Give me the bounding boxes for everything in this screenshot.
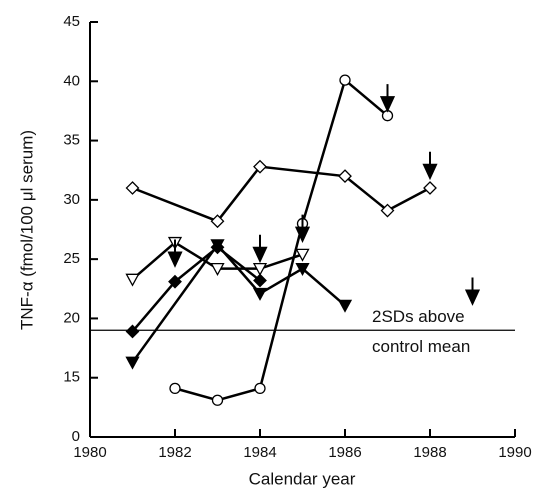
series-line (131, 245, 261, 333)
y-tick-label: 35 (63, 132, 80, 149)
marker (125, 324, 140, 339)
marker (125, 356, 140, 370)
x-tick-label: 1982 (158, 444, 191, 461)
marker (168, 274, 182, 289)
y-tick-label: 15 (63, 369, 80, 386)
y-tick-label: 0 (72, 428, 80, 445)
arrow (294, 214, 311, 244)
y-tick-label: 25 (63, 250, 80, 267)
marker (337, 299, 353, 313)
marker (423, 181, 437, 195)
marker (254, 382, 266, 395)
y-axis-title: TNF-α (fmol/100 μl serum) (17, 130, 36, 330)
marker (252, 262, 268, 276)
y-tick-label: 20 (63, 309, 80, 326)
x-tick-label: 1980 (73, 444, 106, 461)
x-axis-title: Calendar year (249, 469, 356, 488)
arrow (167, 239, 183, 268)
series-line (132, 165, 431, 223)
marker (211, 394, 224, 406)
arrow (422, 151, 438, 181)
marker (210, 240, 225, 255)
x-tick-label: 1990 (498, 444, 531, 461)
marker (253, 273, 267, 288)
x-tick-label: 1988 (413, 444, 446, 461)
marker (295, 262, 310, 276)
marker (125, 181, 140, 195)
marker (210, 262, 225, 276)
annotation: 2SDs above (372, 307, 465, 326)
series-line (174, 77, 389, 402)
marker (339, 74, 351, 86)
y-tick-label: 30 (63, 191, 80, 208)
marker (125, 273, 140, 287)
marker (295, 248, 310, 262)
x-tick-label: 1984 (243, 444, 276, 461)
arrow (464, 277, 481, 306)
marker (252, 287, 268, 301)
marker (338, 169, 352, 184)
marker (169, 382, 181, 395)
annotation: control mean (372, 337, 470, 356)
arrow (252, 234, 268, 264)
y-tick-label: 45 (63, 13, 80, 30)
arrow (379, 84, 396, 113)
x-tick-label: 1986 (328, 444, 361, 461)
marker (253, 159, 267, 174)
marker (380, 203, 395, 218)
marker (210, 214, 225, 229)
y-tick-label: 40 (63, 72, 80, 89)
